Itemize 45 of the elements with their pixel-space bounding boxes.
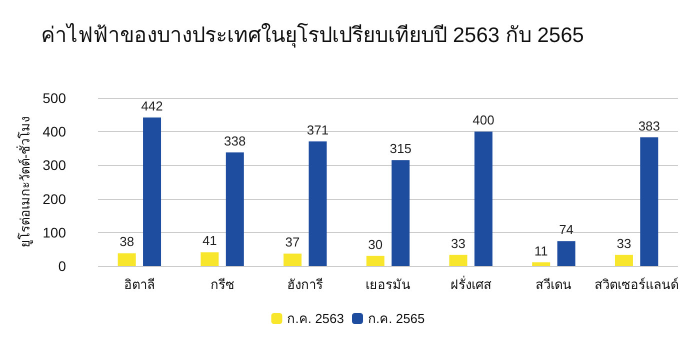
data-label: 41 bbox=[202, 233, 217, 248]
bar bbox=[284, 254, 302, 266]
data-label: 371 bbox=[306, 122, 329, 138]
x-tick-label: อิตาลี bbox=[124, 277, 155, 292]
bar bbox=[474, 132, 492, 266]
x-tick-label: สวีเดน bbox=[536, 277, 572, 292]
bar bbox=[308, 141, 327, 266]
y-tick-label: 100 bbox=[42, 224, 66, 240]
y-tick-label: 300 bbox=[42, 157, 66, 174]
y-tick-label: 500 bbox=[42, 90, 66, 106]
bar bbox=[366, 256, 384, 266]
data-label: 442 bbox=[141, 98, 163, 114]
y-tick-label: 400 bbox=[42, 124, 66, 140]
bar bbox=[392, 160, 410, 266]
data-label: 37 bbox=[285, 234, 300, 250]
bar bbox=[614, 254, 633, 266]
legend-label: ก.ค. 2563 bbox=[287, 311, 344, 326]
legend-label: ก.ค. 2565 bbox=[368, 311, 425, 326]
x-tick-label: เยอรมัน bbox=[366, 277, 410, 292]
chart-title: ค่าไฟฟ้าของบางประเทศในยุโรปเปรียบเทียบปี 2563 กับ 2565 bbox=[41, 23, 584, 48]
data-label: 33 bbox=[451, 236, 466, 251]
bar bbox=[226, 152, 244, 266]
bar bbox=[143, 117, 162, 266]
data-label: 30 bbox=[368, 236, 383, 252]
bar bbox=[557, 241, 576, 266]
x-tick-label: กรีซ bbox=[210, 277, 234, 292]
data-label: 11 bbox=[534, 243, 548, 258]
x-tick-label: ฮังการี bbox=[287, 277, 324, 292]
data-label: 38 bbox=[120, 234, 134, 250]
data-label: 33 bbox=[616, 236, 632, 251]
data-label: 315 bbox=[390, 141, 412, 156]
bar bbox=[449, 254, 468, 266]
bar bbox=[532, 262, 550, 266]
bar bbox=[200, 252, 219, 266]
x-tick-label: สวิตเซอร์แลนด์ bbox=[594, 277, 679, 292]
data-label: 74 bbox=[559, 222, 574, 238]
y-axis-title: ยูโรต่อเมกะวัตต์-ชั่วโมง bbox=[16, 116, 34, 248]
data-label: 400 bbox=[472, 112, 494, 128]
data-label: 383 bbox=[638, 118, 660, 134]
y-tick-label: 200 bbox=[42, 190, 66, 207]
bar bbox=[118, 253, 136, 266]
y-tick-label: 0 bbox=[58, 258, 66, 274]
bar bbox=[640, 137, 658, 266]
data-label: 338 bbox=[224, 133, 246, 148]
x-tick-label: ฝรั่งเศส bbox=[450, 276, 492, 292]
